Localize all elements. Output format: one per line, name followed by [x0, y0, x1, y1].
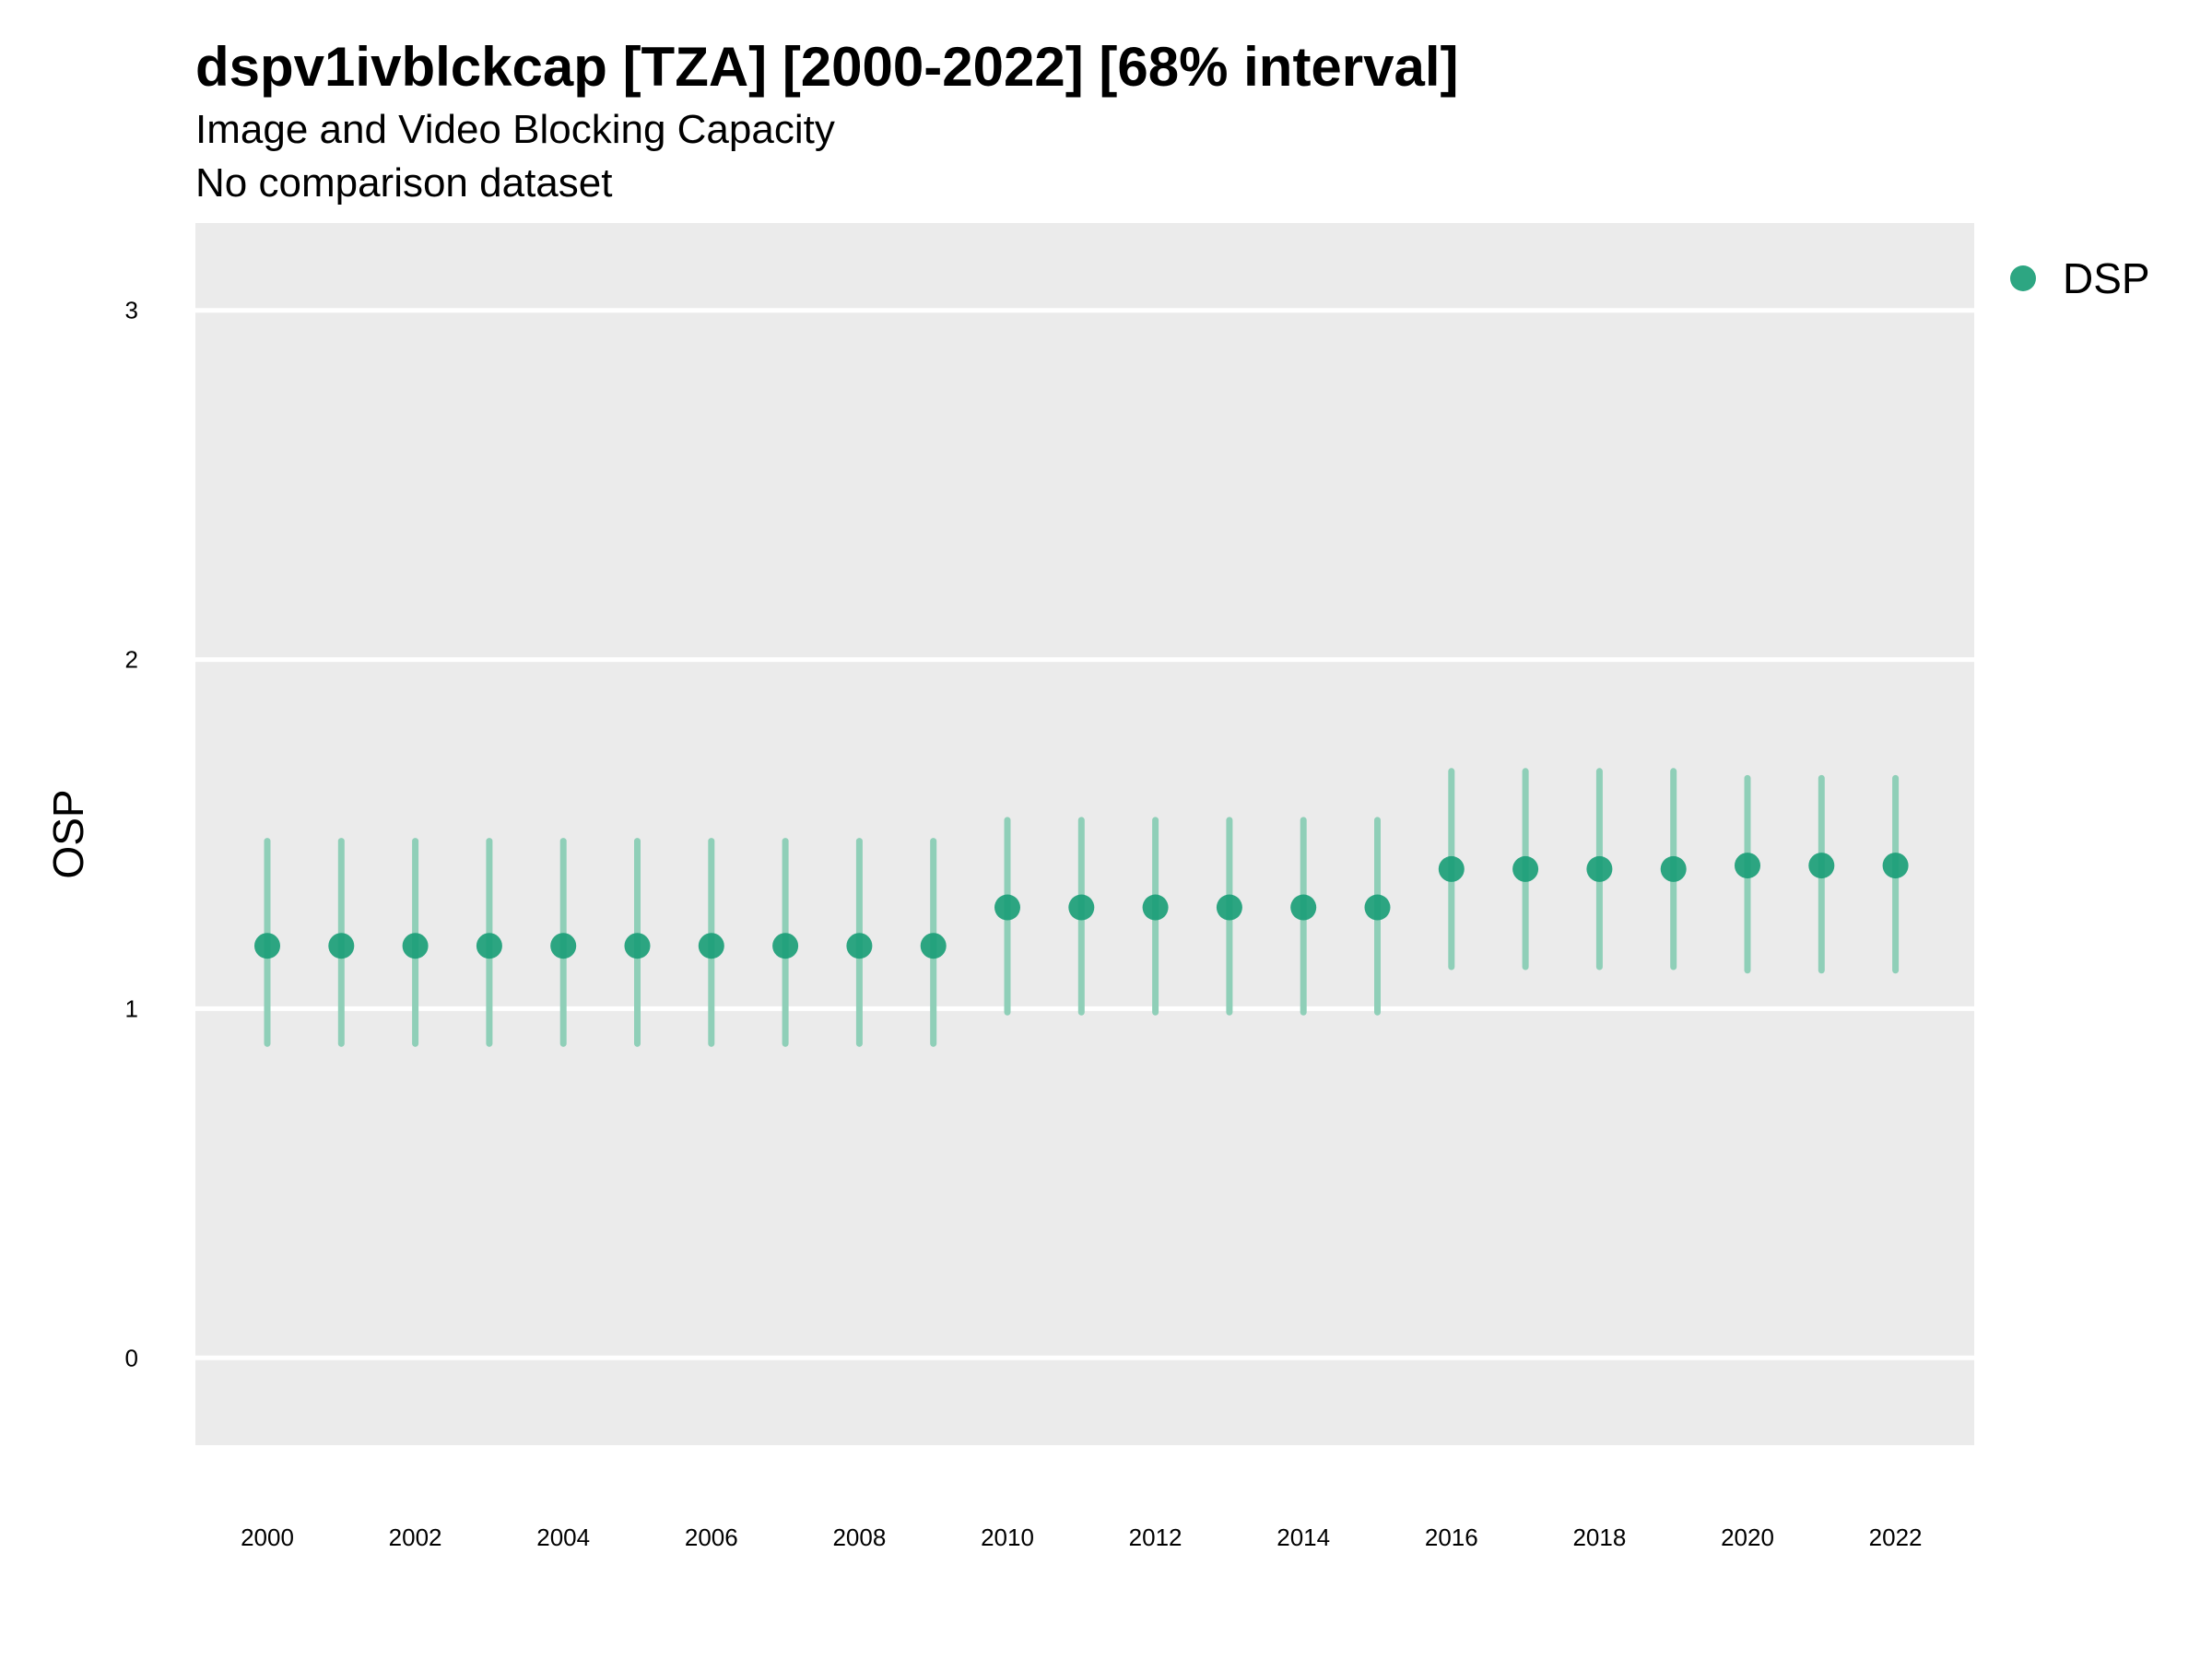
x-tick-label-2008: 2008 — [832, 1524, 886, 1551]
x-tick-label-2002: 2002 — [389, 1524, 442, 1551]
data-point-2007 — [772, 933, 799, 959]
x-axis-tick-labels: 2000 2002 2004 2006 2008 2010 2012 2014 2016 2018… — [241, 1524, 1922, 1551]
x-tick-label-2018: 2018 — [1572, 1524, 1626, 1551]
chart-subtitle-variable: Image and Video Blocking Capacity — [195, 107, 835, 152]
legend: DSP — [2010, 254, 2150, 302]
plot-panel — [195, 223, 1974, 1445]
data-point-2011 — [1068, 894, 1095, 921]
x-tick-label-2012: 2012 — [1129, 1524, 1182, 1551]
x-tick-label-2000: 2000 — [241, 1524, 294, 1551]
data-point-2000 — [254, 933, 280, 959]
data-point-2016 — [1438, 855, 1465, 882]
x-tick-label-2020: 2020 — [1721, 1524, 1774, 1551]
chart-subtitle-comparison: No comparison dataset — [195, 160, 613, 206]
data-point-2003 — [476, 933, 502, 959]
data-point-2001 — [328, 933, 355, 959]
legend-label-dsp: DSP — [2063, 254, 2150, 302]
data-point-2004 — [550, 933, 577, 959]
data-point-2014 — [1290, 894, 1317, 921]
x-tick-label-2006: 2006 — [685, 1524, 738, 1551]
data-point-2015 — [1364, 894, 1391, 921]
x-tick-label-2016: 2016 — [1425, 1524, 1478, 1551]
data-point-2021 — [1808, 853, 1835, 879]
data-point-2012 — [1142, 894, 1169, 921]
data-point-2002 — [402, 933, 429, 959]
data-point-2019 — [1660, 855, 1687, 882]
data-point-2020 — [1735, 853, 1760, 879]
data-point-2010 — [994, 894, 1020, 921]
y-axis-title: OSP — [44, 789, 92, 878]
chart-title: dspv1ivblckcap [TZA] [2000-2022] [68% in… — [195, 36, 1459, 98]
data-point-2005 — [624, 933, 651, 959]
data-point-2009 — [920, 933, 947, 959]
x-tick-label-2004: 2004 — [536, 1524, 590, 1551]
data-point-2022 — [1882, 853, 1909, 879]
x-tick-label-2010: 2010 — [981, 1524, 1034, 1551]
data-point-2017 — [1512, 855, 1539, 882]
data-points — [254, 853, 1909, 959]
y-tick-label-3: 3 — [125, 297, 138, 324]
y-tick-label-2: 2 — [125, 646, 138, 674]
y-tick-label-0: 0 — [125, 1344, 138, 1371]
y-axis-tick-labels: 0 1 2 3 — [125, 297, 138, 1372]
data-point-2006 — [698, 933, 724, 959]
data-point-2013 — [1216, 894, 1242, 921]
y-tick-label-1: 1 — [125, 994, 138, 1022]
x-tick-label-2014: 2014 — [1277, 1524, 1330, 1551]
x-tick-label-2022: 2022 — [1869, 1524, 1923, 1551]
data-point-2018 — [1586, 855, 1613, 882]
legend-marker-dsp — [2010, 265, 2036, 291]
data-point-2008 — [846, 933, 873, 959]
